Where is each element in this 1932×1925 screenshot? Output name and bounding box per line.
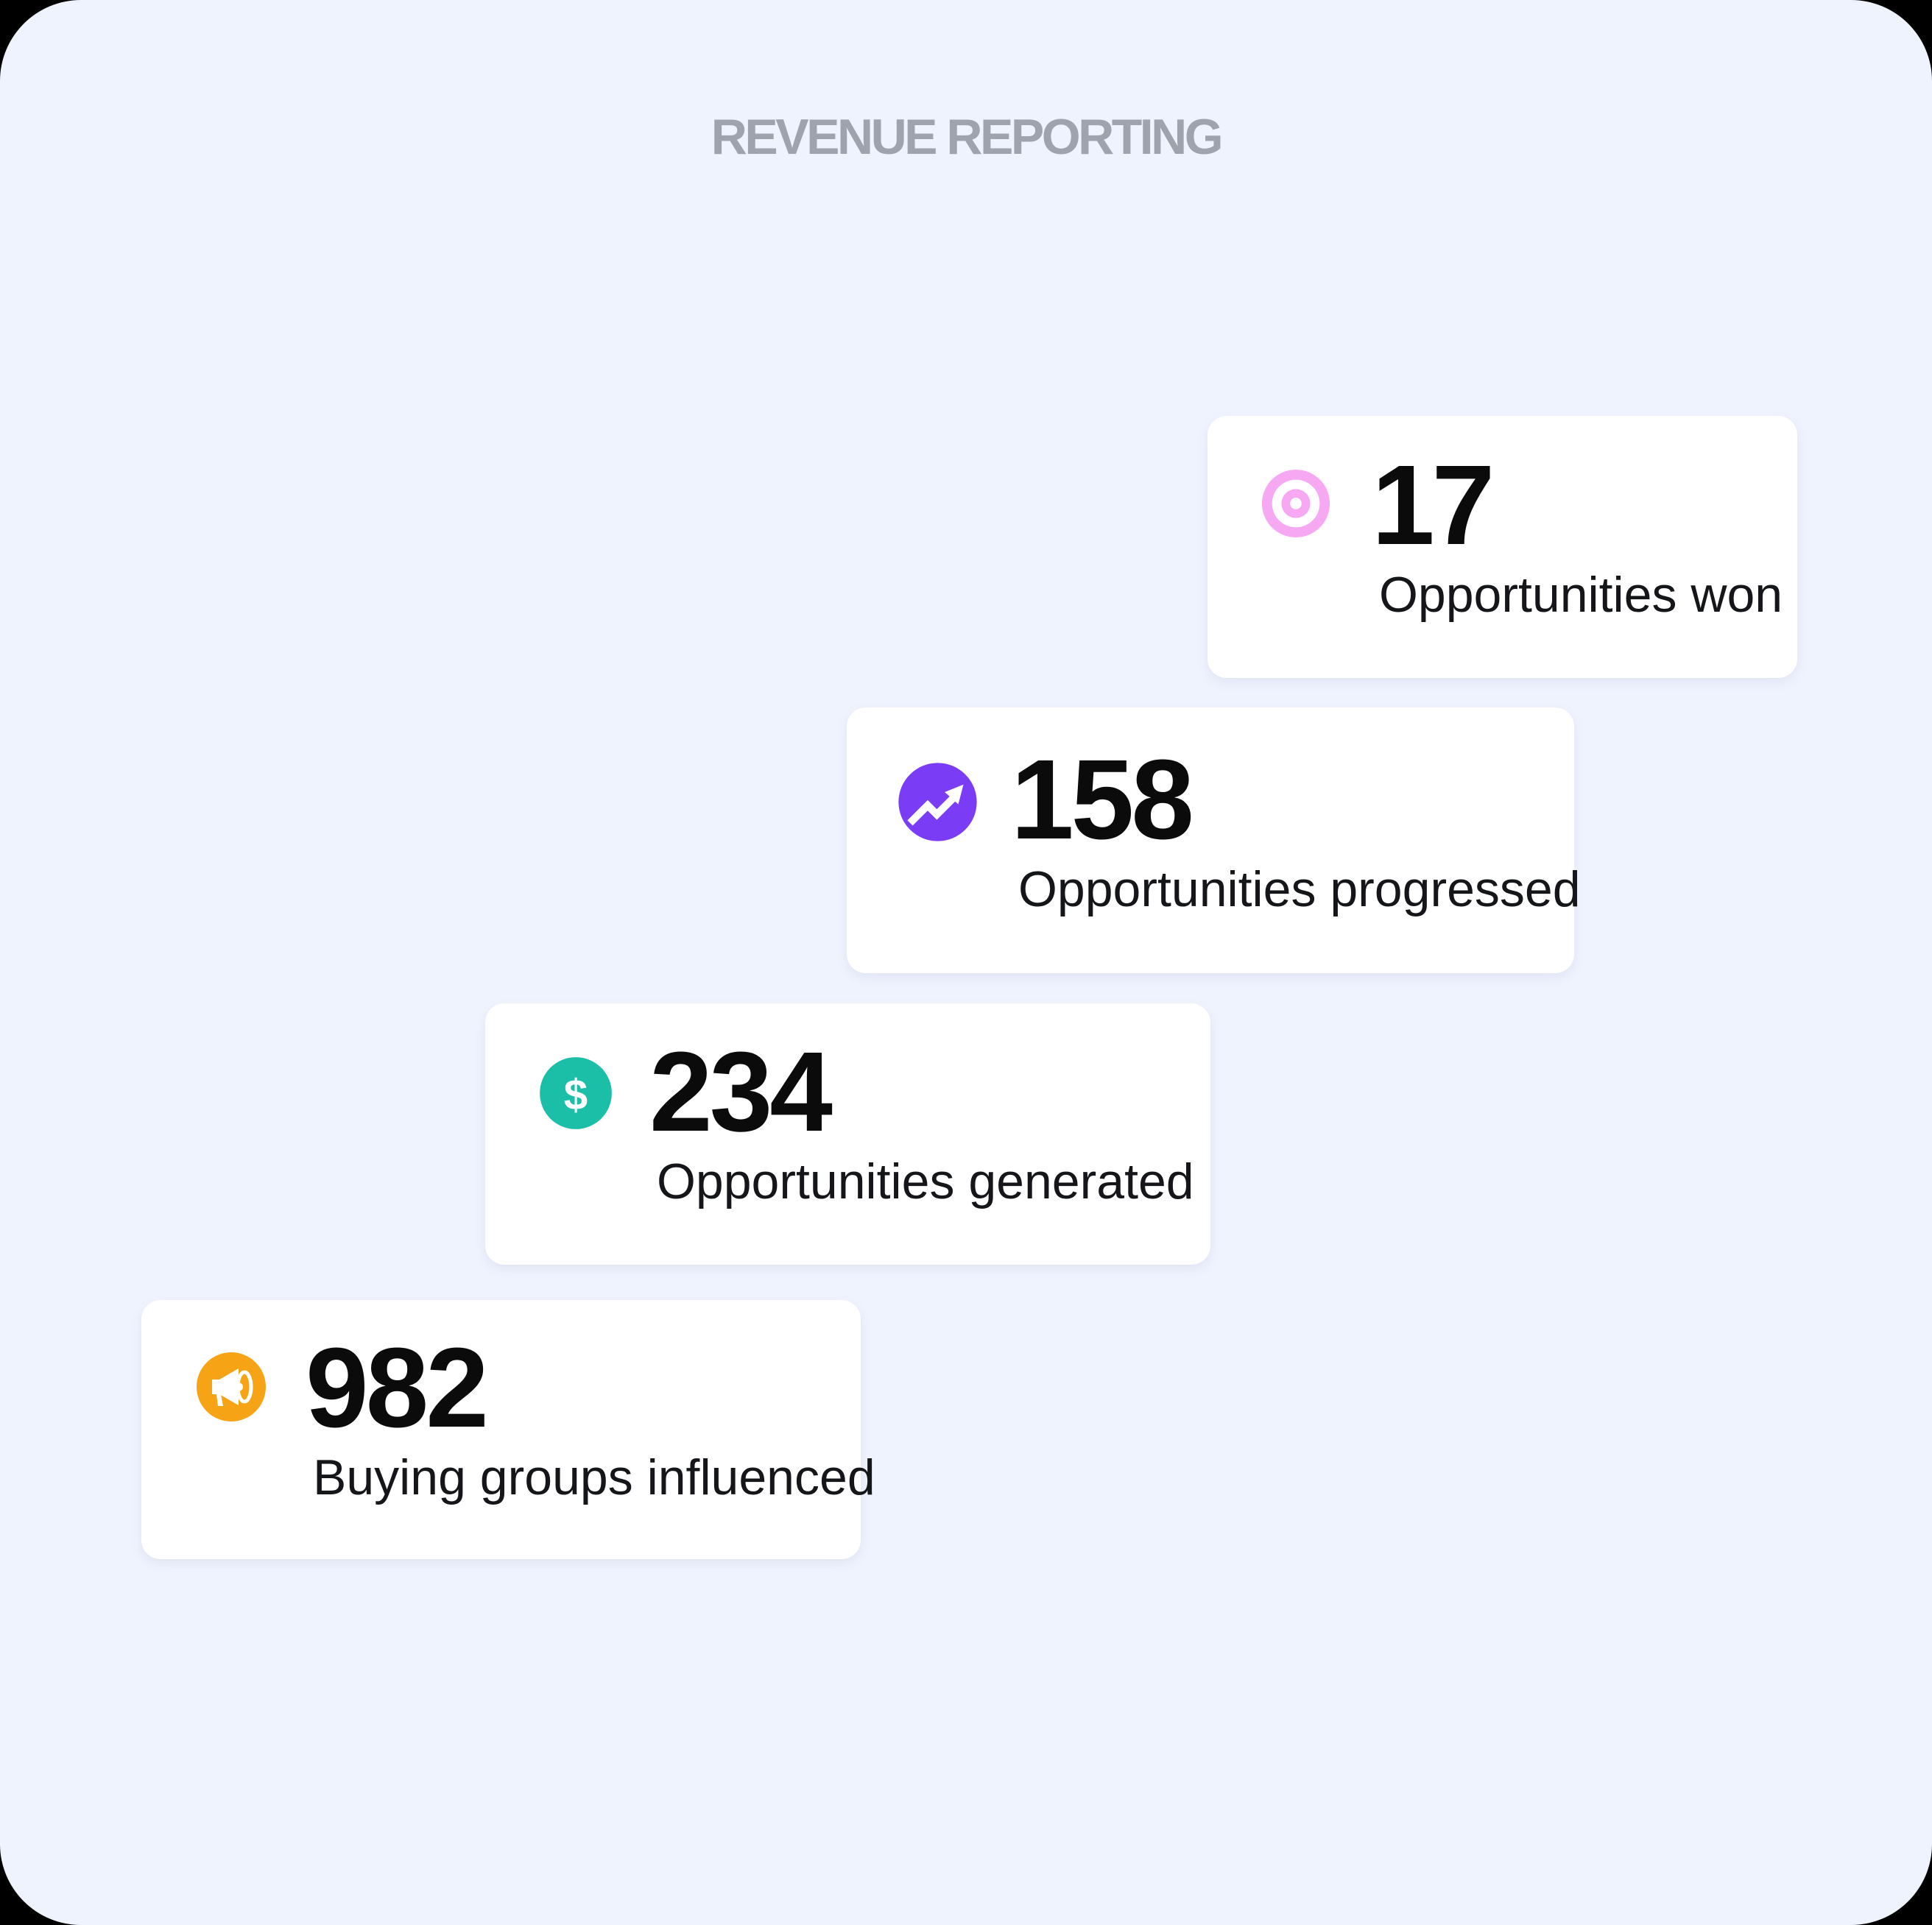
- svg-text:$: $: [564, 1071, 588, 1119]
